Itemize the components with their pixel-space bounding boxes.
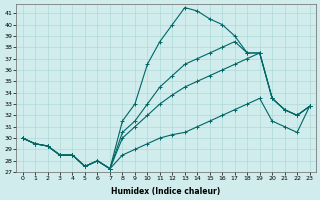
X-axis label: Humidex (Indice chaleur): Humidex (Indice chaleur) [111,187,221,196]
